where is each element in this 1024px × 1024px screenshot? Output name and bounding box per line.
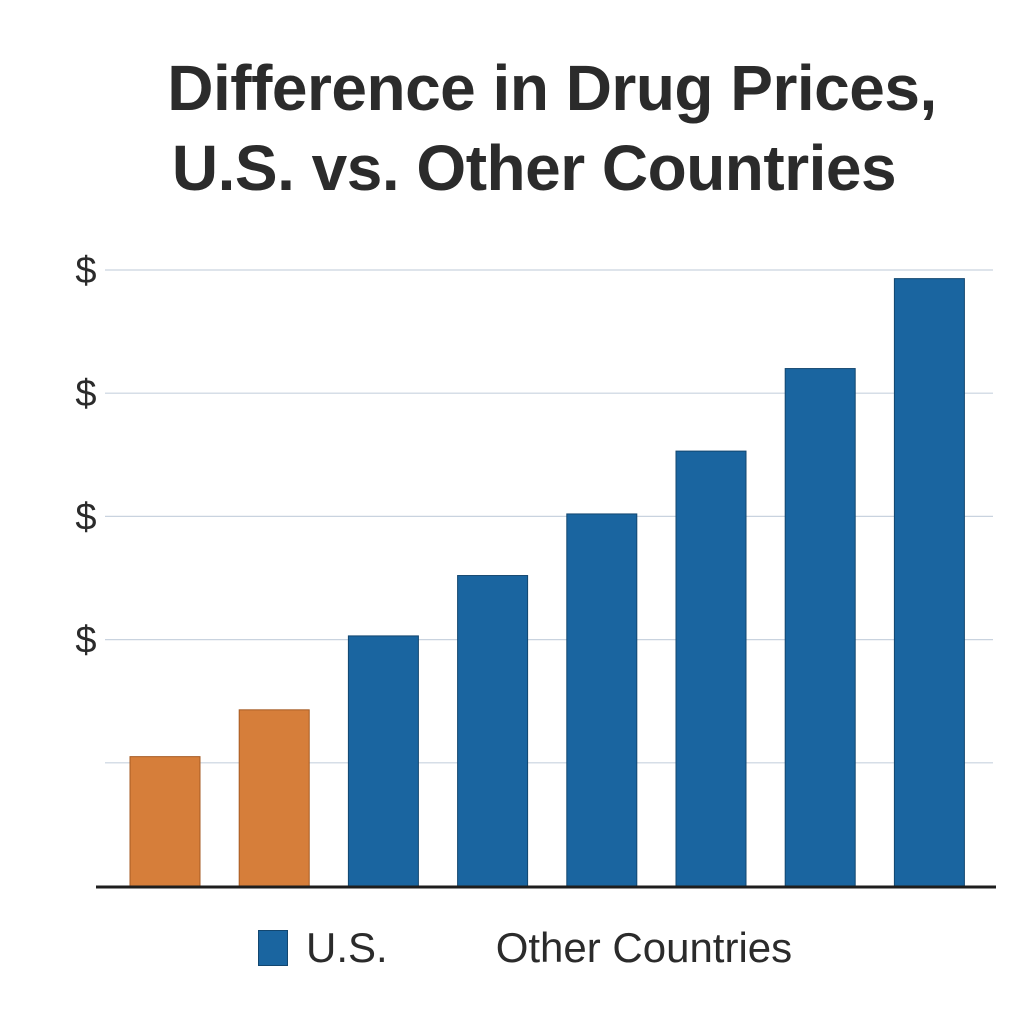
legend: U.S. Other Countries bbox=[258, 918, 792, 978]
bar-other-countries bbox=[129, 756, 201, 887]
chart-title-line-1: Difference in Drug Prices, bbox=[167, 52, 937, 124]
legend-swatch-us bbox=[258, 930, 288, 966]
bar-us bbox=[566, 513, 638, 887]
y-tick-label: $ bbox=[75, 496, 96, 538]
legend-item-other-countries: Other Countries bbox=[496, 924, 792, 972]
y-tick-label: $ bbox=[75, 620, 96, 662]
y-axis-tick-labels: $ $ $ $ bbox=[75, 250, 96, 662]
bar-us bbox=[893, 278, 965, 887]
chart-title: Difference in Drug Prices, U.S. vs. Othe… bbox=[0, 48, 1024, 208]
legend-item-us: U.S. bbox=[258, 924, 388, 972]
y-tick-label: $ bbox=[75, 250, 96, 292]
chart-title-line-2: U.S. vs. Other Countries bbox=[171, 132, 897, 204]
gridlines bbox=[105, 269, 993, 764]
bar-other-countries bbox=[238, 709, 310, 887]
bars bbox=[129, 278, 965, 887]
legend-label-us: U.S. bbox=[306, 924, 388, 971]
bar-us bbox=[784, 368, 856, 887]
legend-label-other-countries: Other Countries bbox=[495, 924, 793, 971]
bar-us bbox=[347, 635, 419, 887]
y-tick-label: $ bbox=[75, 373, 96, 415]
bar-us bbox=[675, 450, 747, 887]
bar-us bbox=[457, 575, 529, 887]
